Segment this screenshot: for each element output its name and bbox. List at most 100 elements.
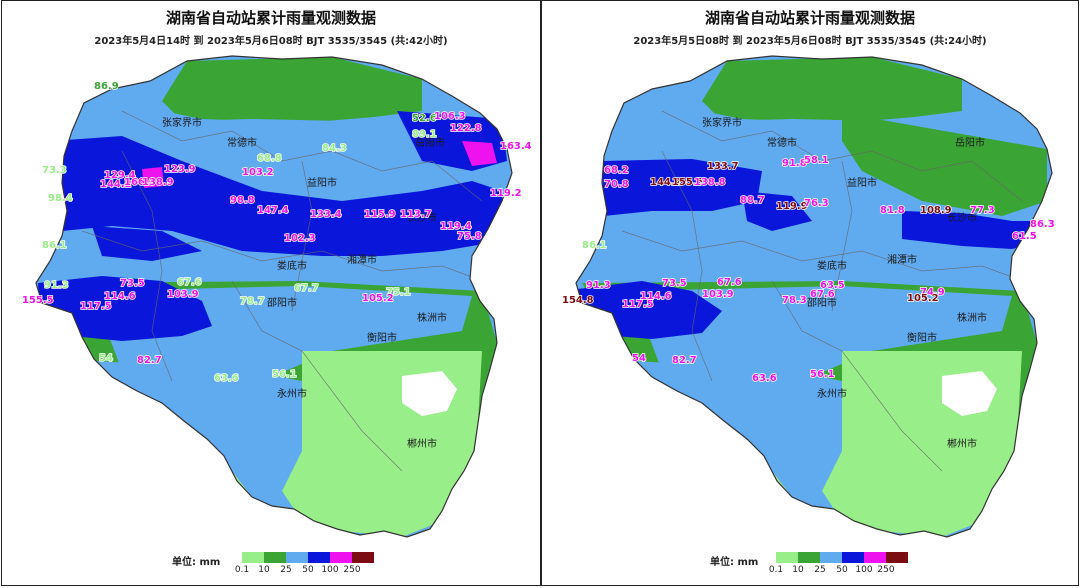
legend-ticks: 0.1 10 25 50 100 250 — [235, 565, 402, 577]
county-boundary — [121, 110, 483, 202]
legend-swatches — [776, 552, 908, 563]
rain-band — [52, 136, 502, 256]
city-label: 株洲市 — [417, 311, 447, 324]
rainfall-value: 88.7 — [740, 195, 765, 206]
rainfall-map-panel-24h: 湖南省自动站累计雨量观测数据 2023年5月5日08时 到 2023年5月6日0… — [541, 0, 1079, 586]
rain-band — [842, 113, 1047, 216]
rainfall-value: 81.8 — [880, 205, 905, 216]
rainfall-value: 91.3 — [586, 280, 611, 291]
rainfall-value: 106.3 — [434, 111, 466, 122]
county-boundary — [81, 230, 498, 287]
city-label: 永州市 — [277, 387, 307, 400]
city-label: 岳阳市 — [415, 136, 445, 149]
rainfall-value: 138.8 — [694, 177, 726, 188]
rainfall-value: 119.4 — [440, 221, 472, 232]
city-label: 益阳市 — [307, 176, 337, 189]
city-label: 常德市 — [227, 136, 257, 149]
rainfall-value: 63.6 — [214, 373, 239, 384]
rainfall-value: 155.5 — [672, 177, 704, 188]
map-title: 湖南省自动站累计雨量观测数据 — [165, 9, 376, 27]
legend-tick: 100 — [855, 565, 873, 575]
rain-band — [142, 167, 164, 188]
rainfall-fill — [576, 56, 1052, 537]
rain-band — [902, 211, 1047, 249]
county-boundary — [771, 280, 943, 472]
rainfall-value: 147.4 — [257, 205, 289, 216]
legend-swatch — [864, 552, 886, 563]
legend-swatch — [842, 552, 864, 563]
rainfall-value: 117.5 — [80, 301, 112, 312]
county-boundary — [121, 150, 173, 382]
rainfall-value: 108.9 — [920, 205, 952, 216]
rainfall-value: 73.5 — [662, 278, 687, 289]
legend-swatch — [798, 552, 820, 563]
rainfall-value: 84.3 — [322, 143, 347, 154]
rainfall-value: 54 — [99, 353, 113, 364]
map-title: 湖南省自动站累计雨量观测数据 — [704, 9, 915, 27]
rainfall-value: 133.4 — [310, 209, 342, 220]
rainfall-value: 129.4 — [104, 170, 136, 181]
rainfall-value: 82.7 — [137, 355, 162, 366]
rain-band — [462, 141, 497, 166]
city-label: 湘潭市 — [347, 253, 377, 266]
rainfall-value: 114.6 — [104, 291, 136, 302]
province-outline — [575, 55, 1053, 538]
rainfall-value: 67.7 — [294, 283, 319, 294]
city-label: 长沙市 — [407, 211, 437, 224]
rainfall-value: 105.2 — [907, 293, 939, 304]
rainfall-value: 70.8 — [604, 179, 629, 190]
rainfall-value: 86.3 — [1030, 219, 1055, 230]
county-boundary — [621, 230, 1038, 287]
rainfall-value: 58.1 — [804, 155, 829, 166]
rain-band — [602, 159, 762, 216]
rainfall-value: 103.9 — [167, 289, 199, 300]
rainfall-value: 86.1 — [42, 240, 67, 251]
legend-tick: 250 — [877, 565, 895, 575]
city-label: 湘潭市 — [887, 253, 917, 266]
legend-tick: 10 — [258, 565, 270, 575]
legend-swatch — [242, 552, 264, 563]
rainfall-value: 113.7 — [400, 209, 432, 220]
rainfall-value: 133.7 — [707, 161, 739, 172]
rain-band — [742, 191, 812, 231]
city-label: 邵阳市 — [807, 296, 837, 309]
legend-swatch — [820, 552, 842, 563]
rainfall-value: 86.9 — [94, 81, 119, 92]
rain-band — [97, 361, 302, 441]
rainfall-value: 63.6 — [752, 373, 777, 384]
legend-swatch — [308, 552, 330, 563]
county-boundary — [831, 160, 853, 312]
no-rain-area — [402, 371, 457, 416]
county-boundary — [661, 150, 713, 382]
rainfall-value: 68.2 — [604, 165, 629, 176]
legend-tick: 250 — [343, 565, 361, 575]
rainfall-value: 119.9 — [776, 201, 808, 212]
city-label: 张家界市 — [162, 116, 202, 129]
legend-tick: 50 — [836, 565, 848, 575]
rainfall-value: 52.6 — [412, 113, 437, 124]
county-boundary — [661, 110, 1023, 202]
rainfall-value: 74.9 — [920, 287, 945, 298]
rainfall-value: 163.4 — [500, 141, 532, 152]
city-label: 娄底市 — [277, 259, 307, 272]
rainfall-value: 105.2 — [362, 293, 394, 304]
rainfall-value: 56.1 — [272, 369, 297, 380]
legend-tick: 0.1 — [234, 565, 250, 575]
rainfall-value: 77.3 — [970, 205, 995, 216]
city-label: 株洲市 — [957, 311, 987, 324]
map-subtitle: 2023年5月4日14时 到 2023年5月6日08时 BJT 3535/354… — [94, 36, 448, 47]
legend-swatch — [330, 552, 352, 563]
rainfall-value: 73.3 — [42, 165, 67, 176]
legend-swatch — [886, 552, 908, 563]
rainfall-value: 123.9 — [164, 164, 196, 175]
rainfall-value: 154.8 — [562, 295, 594, 306]
map-subtitle: 2023年5月5日08时 到 2023年5月6日08时 BJT 3535/354… — [633, 36, 987, 47]
city-label: 娄底市 — [817, 259, 847, 272]
legend-tick: 25 — [814, 565, 826, 575]
rain-band — [822, 351, 1022, 537]
rainfall-value: 54 — [632, 353, 646, 364]
rainfall-value: 75.1 — [386, 287, 411, 298]
rainfall-value: 86.1 — [582, 240, 607, 251]
